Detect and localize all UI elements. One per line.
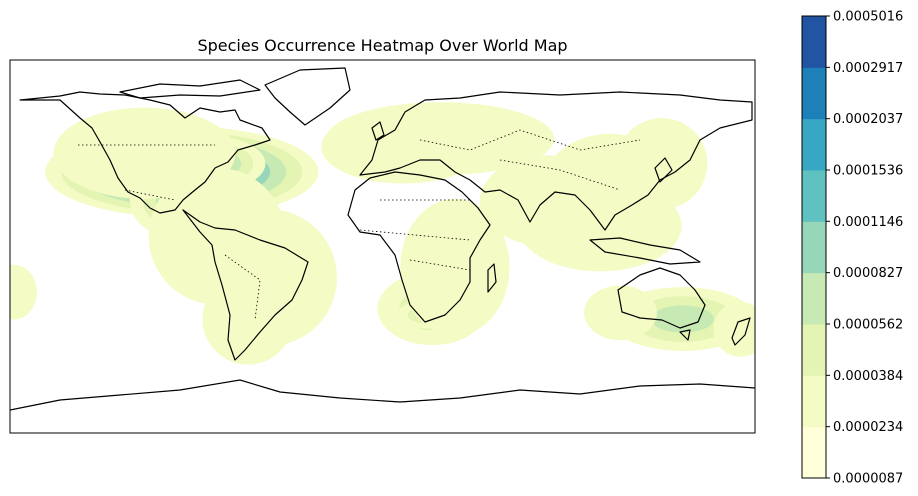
heat-band-19-1 (10, 264, 37, 320)
coast-south-america (182, 209, 309, 361)
colorbar-tick-label: 0.0000384 (833, 369, 903, 384)
colorbar-band-0 (802, 426, 826, 479)
coast-madagascar (487, 263, 497, 293)
colorbar-ticks: 0.0000087 0.0000234 0.0000384 0.0000562 0.00… (826, 10, 903, 487)
heatmap-layer (10, 102, 755, 365)
map-frame (9, 59, 756, 434)
colorbar-band-5 (802, 170, 826, 222)
coast-arctic-islands (119, 79, 261, 99)
colorbar-frame (801, 15, 827, 479)
coast-tasmania (679, 329, 691, 341)
colorbar-band-8 (802, 16, 826, 68)
map-title: Species Occurrence Heatmap Over World Ma… (197, 36, 568, 55)
coast-australia (617, 267, 706, 329)
heat-band-17-1 (584, 285, 657, 341)
colorbar-band-6 (802, 118, 826, 171)
coast-britain (371, 121, 385, 141)
colorbar-tick-label: 0.0005016 (833, 10, 903, 25)
colorbar-band-4 (802, 221, 826, 274)
coast-antarctica (10, 379, 755, 411)
colorbar-bands (802, 16, 826, 479)
coast-japan (654, 157, 673, 183)
coast-africa (347, 171, 491, 323)
colorbar-band-1 (802, 375, 826, 428)
coast-greenland (264, 67, 351, 126)
colorbar-tick-label: 0.0002917 (833, 61, 903, 76)
country-borders (78, 129, 641, 321)
heat-band-18-1 (713, 302, 755, 357)
colorbar-tick-label: 0.0000827 (833, 266, 903, 281)
colorbar-tick-label: 0.0001146 (833, 215, 903, 230)
coast-se-asia-islands (589, 237, 701, 265)
heat-band-11-1 (400, 198, 510, 336)
coast-north-america (19, 91, 271, 214)
colorbar-band-7 (802, 67, 826, 120)
coastlines (10, 67, 755, 411)
colorbar-tick-label: 0.0000562 (833, 318, 903, 333)
colorbar-tick-label: 0.0001536 (833, 164, 903, 179)
colorbar-tick-label: 0.0000234 (833, 420, 903, 435)
coast-new-zealand (731, 317, 751, 346)
colorbar-tick-label: 0.0002037 (833, 112, 903, 127)
heat-band-8-1 (326, 102, 555, 176)
colorbar-tick-label: 0.0000087 (833, 472, 903, 487)
colorbar-band-2 (802, 324, 826, 376)
coast-eurasia (359, 91, 753, 231)
heat-band-16-3 (651, 305, 714, 333)
heat-band-15-1 (517, 180, 682, 272)
colorbar-band-3 (802, 272, 826, 325)
